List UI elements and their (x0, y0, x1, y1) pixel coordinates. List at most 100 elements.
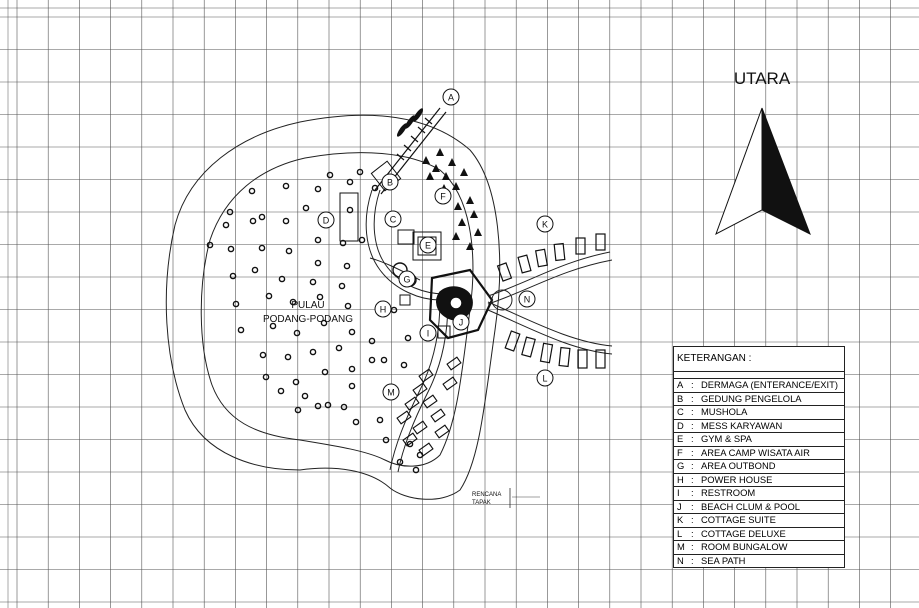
marker-circle (382, 383, 400, 401)
legend-item-key: B (677, 392, 684, 404)
tree-icon (390, 306, 398, 314)
cottage-deluxe-icon (595, 349, 606, 369)
tree-icon (335, 344, 343, 352)
legend-item-separator: : (691, 487, 694, 498)
north-label: UTARA (734, 69, 791, 88)
cottage-deluxe-icon (577, 349, 588, 369)
legend-item-key: C (677, 406, 684, 417)
legend-item-key: J (677, 500, 682, 512)
tree-icon (292, 378, 300, 386)
cottage-suite-icon (553, 242, 566, 262)
tree-icon (277, 387, 285, 395)
building-d (339, 192, 359, 242)
plan-title-tag: RENCANA TAPAK (472, 488, 540, 508)
legend-item-text: POWER HOUSE (701, 473, 773, 485)
tree-icon (206, 241, 214, 249)
tree-icon (232, 300, 240, 308)
building-c (397, 229, 415, 245)
sea-path (487, 251, 613, 355)
cottage-suite-icon (595, 233, 606, 251)
tree-icon (282, 182, 290, 190)
legend-item-text: SEA PATH (701, 554, 746, 566)
tree-icon (316, 293, 324, 301)
plan-tag-line2: TAPAK (472, 500, 491, 506)
legend-item-key: E (677, 433, 684, 444)
marker-letter: G (403, 275, 410, 285)
tree-icon (400, 361, 408, 369)
tree-icon (368, 356, 376, 364)
legend-item-separator: : (691, 500, 694, 512)
marker-letter: J (459, 318, 464, 328)
tent-icon (460, 168, 468, 176)
beach-club-pool (392, 262, 494, 340)
legend-item-text: GYM & SPA (701, 433, 752, 444)
marker-f: F (434, 187, 452, 205)
bungalow-icon (402, 432, 418, 447)
marker-circle (419, 324, 437, 342)
tree-icon (285, 247, 293, 255)
marker-letter: M (387, 388, 395, 398)
location-markers: A B C D E F G H I J K L M N (317, 88, 554, 401)
tent-icon (474, 228, 482, 236)
legend-spacer (674, 372, 844, 379)
tree-icon (368, 337, 376, 345)
legend-item-separator: : (691, 514, 694, 525)
tree-icon (293, 329, 301, 337)
island-shoreline (200, 152, 474, 467)
tree-icon (348, 365, 356, 373)
bungalow-icon (422, 394, 438, 409)
marker-circle (442, 88, 460, 106)
marker-letter: C (390, 215, 397, 225)
tree-icon (324, 401, 332, 409)
tree-icon (269, 322, 277, 330)
tent-icon (466, 196, 474, 204)
marker-j: J (452, 313, 470, 331)
marker-circle (374, 300, 392, 318)
legend-item-key: M (677, 541, 685, 552)
marker-h: H (374, 300, 392, 318)
bungalow-icon (442, 376, 458, 391)
legend-item-separator: : (691, 460, 694, 471)
marker-b: B (381, 173, 399, 191)
tree-symbols (206, 168, 424, 474)
tree-icon (248, 187, 256, 195)
tent-icon (466, 242, 474, 250)
tent-icon (458, 218, 466, 226)
marker-m: M (382, 383, 400, 401)
island-name-line2: PODANG-PODANG (263, 314, 353, 325)
tree-icon (227, 245, 235, 253)
tree-icon (314, 259, 322, 267)
tree-icon (229, 272, 237, 280)
tent-icon (452, 182, 460, 190)
cottage-deluxe-icon (558, 346, 571, 368)
tree-icon (352, 418, 360, 426)
legend-item-separator: : (691, 433, 694, 444)
cottage-suite-units (496, 233, 606, 282)
legend-item-text: MESS KARYAWAN (701, 419, 783, 431)
legend-item-text: BEACH CLUM & POOL (701, 500, 800, 512)
marker-letter: L (542, 374, 547, 384)
cottage-deluxe-units (504, 330, 606, 369)
legend-item: B: GEDUNG PENGELOLA (674, 392, 844, 406)
tree-icon (284, 353, 292, 361)
marker-d: D (317, 211, 335, 229)
legend-item-key: N (677, 554, 684, 566)
tree-icon (376, 416, 384, 424)
tent-icon (454, 202, 462, 210)
bungalow-icon (404, 396, 420, 411)
marker-letter: K (542, 220, 548, 230)
legend-item-key: G (677, 460, 685, 471)
legend-item-separator: : (691, 541, 694, 552)
legend-item: A: DERMAGA (ENTERANCE/EXIT) (674, 379, 844, 393)
marker-circle (536, 369, 554, 387)
bungalow-icon (446, 356, 462, 371)
marker-k: K (536, 215, 554, 233)
legend-item: H: POWER HOUSE (674, 473, 844, 487)
legend-item-text: ROOM BUNGALOW (701, 541, 788, 552)
legend-item-text: RESTROOM (701, 487, 756, 498)
cottage-deluxe-icon (521, 336, 536, 358)
tree-icon (278, 275, 286, 283)
tree-icon (339, 239, 347, 247)
tree-icon (314, 402, 322, 410)
legend-item: C: MUSHOLA (674, 406, 844, 420)
